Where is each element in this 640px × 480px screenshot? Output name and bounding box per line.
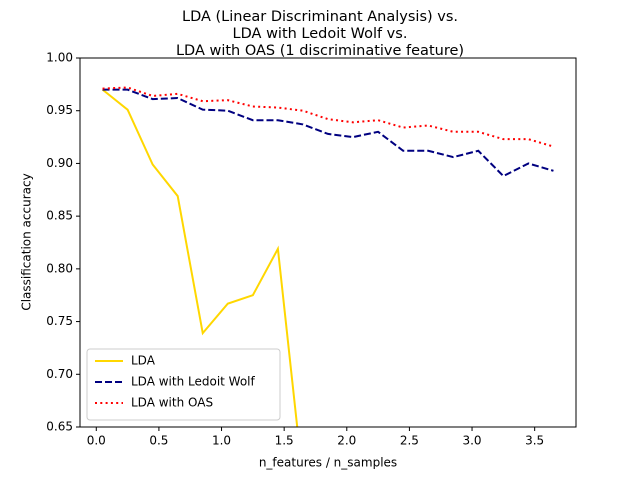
plot-area — [101, 86, 554, 427]
axes-frame — [79, 57, 577, 428]
x-tick-label: 2.5 — [400, 434, 419, 448]
chart-title: LDA with Ledoit Wolf vs. — [233, 26, 408, 42]
y-tick-label: 0.75 — [46, 314, 73, 328]
x-tick-label: 0.5 — [149, 434, 168, 448]
chart-title: LDA (Linear Discriminant Analysis) vs. — [182, 9, 458, 25]
y-tick-label: 0.90 — [46, 156, 73, 170]
series-line — [102, 88, 554, 178]
legend-box — [86, 348, 281, 421]
x-tick-label: 2.0 — [337, 434, 356, 448]
y-tick-label: 0.65 — [46, 420, 73, 434]
x-tick-label: 0.0 — [87, 434, 106, 448]
x-tick-label: 1.5 — [275, 434, 294, 448]
chart-title: LDA with OAS (1 discriminative feature) — [176, 43, 464, 59]
x-tick-label: 3.5 — [525, 434, 544, 448]
y-tick-label: 0.85 — [46, 209, 73, 223]
x-axis-label: n_features / n_samples — [259, 456, 397, 470]
y-tick-label: 0.70 — [46, 367, 73, 381]
y-tick-label: 1.00 — [46, 51, 73, 65]
legend-label: LDA — [131, 354, 156, 368]
legend-label: LDA with Ledoit Wolf — [131, 375, 256, 389]
legend-label: LDA with OAS — [131, 396, 213, 410]
series-line — [102, 86, 554, 148]
y-tick-label: 0.95 — [46, 103, 73, 117]
series-line — [101, 88, 299, 427]
x-tick-label: 3.0 — [462, 434, 481, 448]
y-axis-label: Classification accuracy — [20, 173, 34, 310]
x-tick-label: 1.0 — [212, 434, 231, 448]
y-tick-label: 0.80 — [46, 261, 73, 275]
